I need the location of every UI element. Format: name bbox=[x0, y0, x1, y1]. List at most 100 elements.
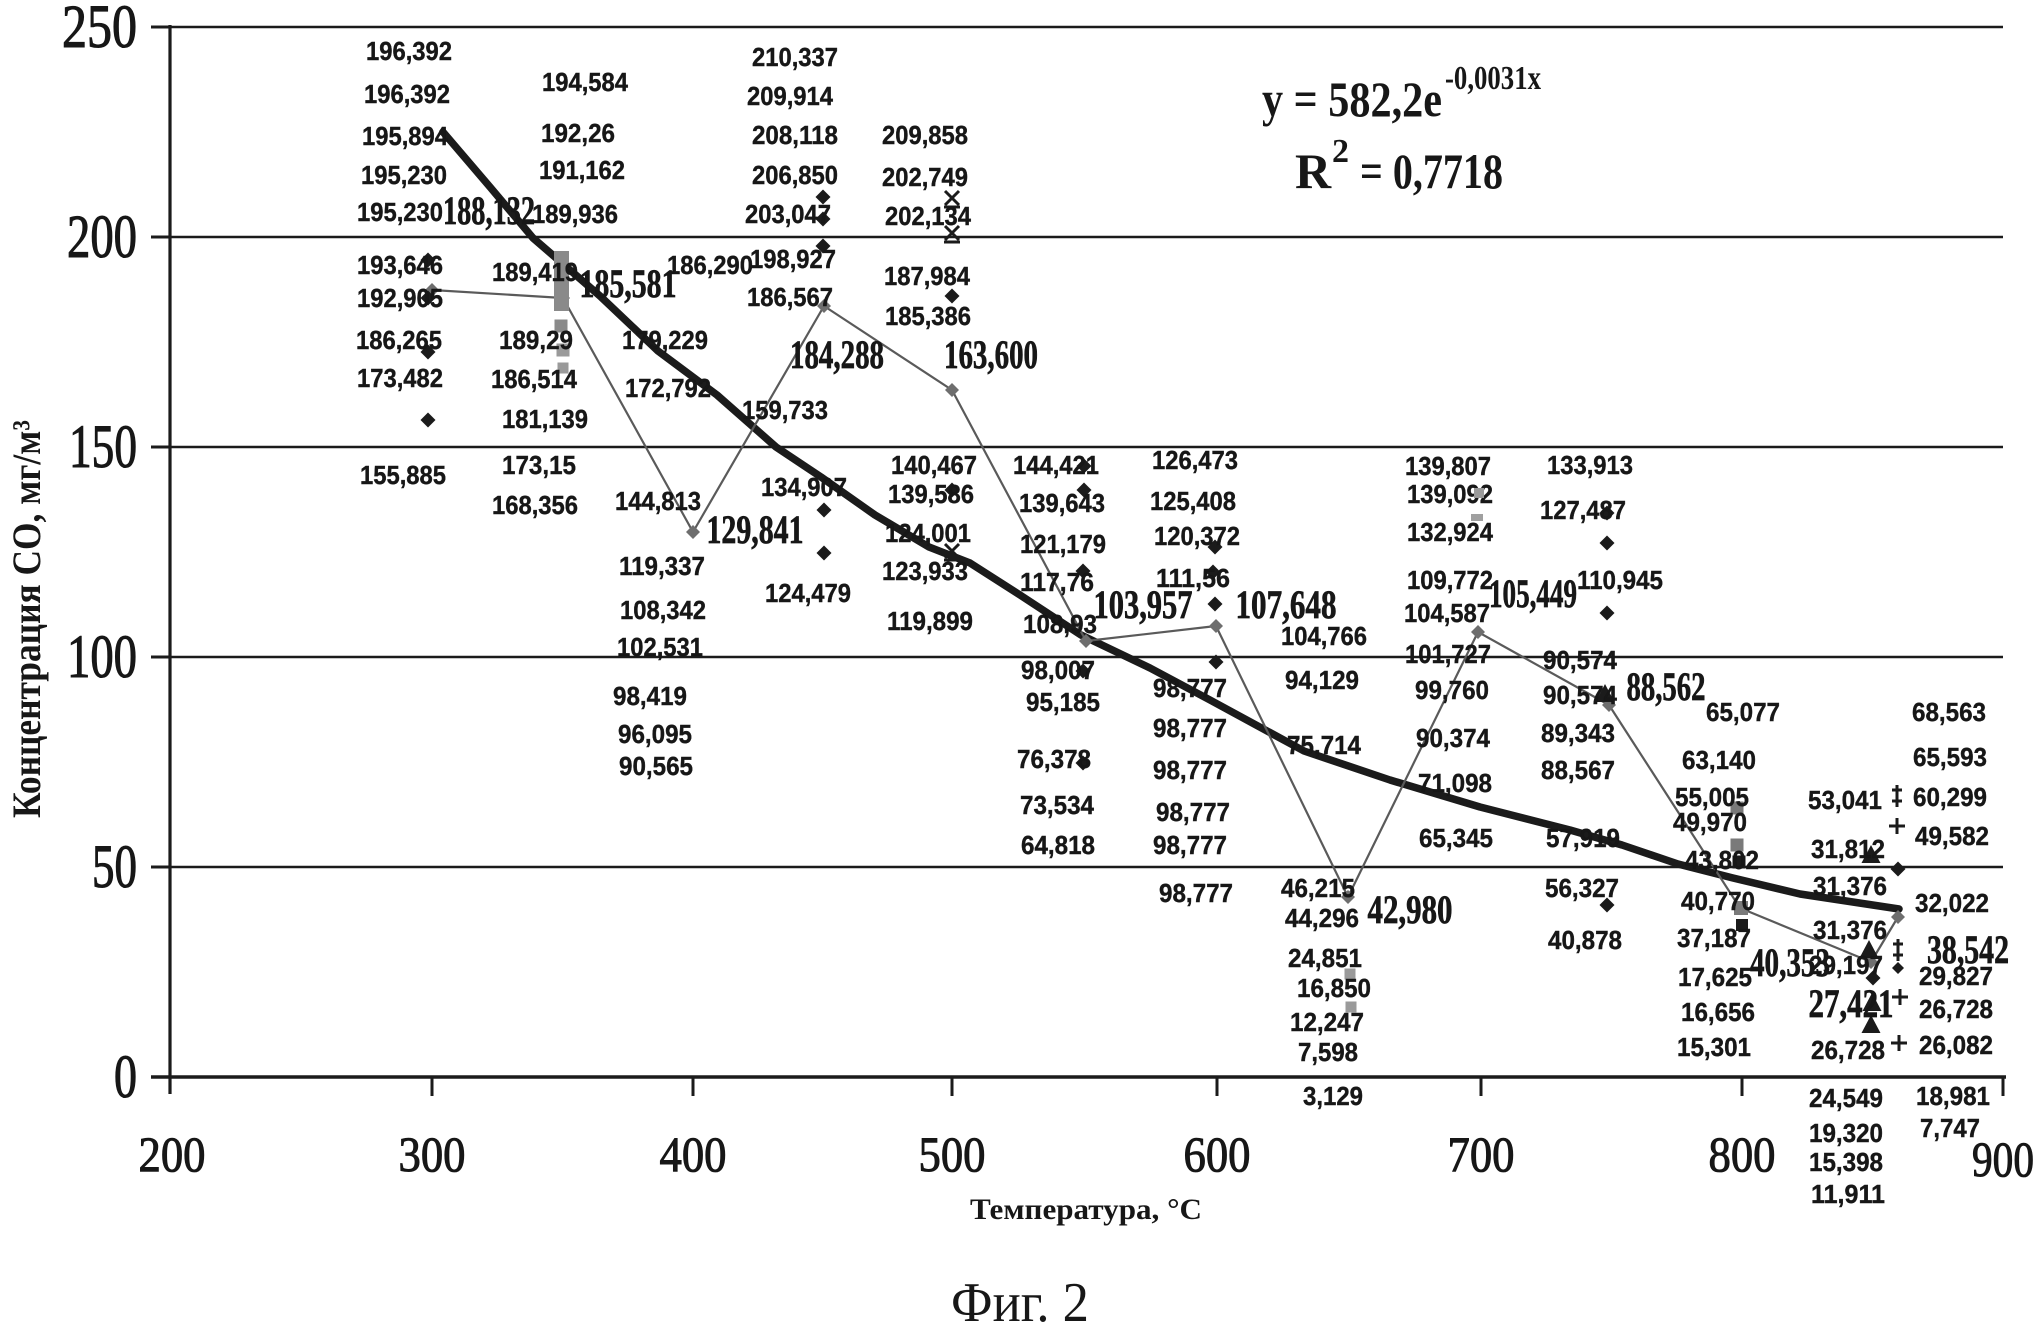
svg-text:29,197: 29,197 bbox=[1809, 950, 1883, 980]
svg-text:71,098: 71,098 bbox=[1418, 768, 1492, 798]
svg-text:103,957: 103,957 bbox=[1094, 582, 1193, 627]
svg-text:125,408: 125,408 bbox=[1150, 486, 1236, 516]
svg-text:96,095: 96,095 bbox=[618, 719, 692, 749]
svg-text:100: 100 bbox=[67, 624, 137, 691]
svg-text:800: 800 bbox=[1709, 1126, 1776, 1182]
svg-text:120,372: 120,372 bbox=[1154, 521, 1240, 551]
svg-text:40,770: 40,770 bbox=[1681, 886, 1755, 916]
svg-text:88,567: 88,567 bbox=[1541, 755, 1615, 785]
svg-text:98,777: 98,777 bbox=[1153, 673, 1227, 703]
svg-text:40,878: 40,878 bbox=[1548, 925, 1622, 955]
svg-text:31,812: 31,812 bbox=[1811, 834, 1885, 864]
svg-text:63,140: 63,140 bbox=[1682, 745, 1756, 775]
svg-text:119,337: 119,337 bbox=[619, 551, 705, 581]
svg-text:7,747: 7,747 bbox=[1920, 1113, 1980, 1143]
svg-text:98,777: 98,777 bbox=[1153, 755, 1227, 785]
svg-text:900: 900 bbox=[1972, 1131, 2034, 1187]
svg-text:15,398: 15,398 bbox=[1809, 1147, 1883, 1177]
svg-text:24,549: 24,549 bbox=[1809, 1083, 1883, 1113]
svg-text:188,132: 188,132 bbox=[443, 188, 535, 233]
svg-text:202,749: 202,749 bbox=[882, 162, 968, 192]
svg-text:144,813: 144,813 bbox=[615, 486, 701, 516]
svg-text:139,807: 139,807 bbox=[1405, 451, 1491, 481]
svg-text:192,26: 192,26 bbox=[541, 118, 615, 148]
svg-text:46,215: 46,215 bbox=[1281, 873, 1355, 903]
svg-text:200: 200 bbox=[67, 204, 137, 271]
svg-text:3,129: 3,129 bbox=[1303, 1081, 1363, 1111]
svg-text:90,565: 90,565 bbox=[619, 751, 693, 781]
svg-text:64,818: 64,818 bbox=[1021, 830, 1095, 860]
svg-text:189,29: 189,29 bbox=[499, 325, 573, 355]
svg-text:123,933: 123,933 bbox=[882, 556, 968, 586]
svg-text:2: 2 bbox=[1332, 133, 1349, 170]
svg-text:172,792: 172,792 bbox=[625, 373, 711, 403]
svg-text:191,162: 191,162 bbox=[539, 155, 625, 185]
svg-text:155,885: 155,885 bbox=[360, 460, 446, 490]
svg-text:189,419: 189,419 bbox=[492, 257, 578, 287]
svg-text:19,320: 19,320 bbox=[1809, 1118, 1883, 1148]
svg-text:y = 582,2e: y = 582,2e bbox=[1262, 71, 1442, 127]
svg-text:203,047: 203,047 bbox=[745, 199, 831, 229]
svg-text:98,419: 98,419 bbox=[613, 681, 687, 711]
svg-text:163,600: 163,600 bbox=[944, 332, 1038, 377]
svg-text:99,760: 99,760 bbox=[1415, 675, 1489, 705]
svg-text:186,290: 186,290 bbox=[667, 250, 753, 280]
svg-text:210,337: 210,337 bbox=[752, 42, 838, 72]
svg-text:189,936: 189,936 bbox=[532, 199, 618, 229]
svg-text:43,802: 43,802 bbox=[1685, 845, 1759, 875]
svg-text:24,851: 24,851 bbox=[1288, 943, 1362, 973]
svg-text:101,727: 101,727 bbox=[1405, 639, 1491, 669]
svg-text:185,581: 185,581 bbox=[580, 261, 677, 306]
svg-text:Концентрация СО, мг/м³: Концентрация СО, мг/м³ bbox=[4, 420, 49, 818]
svg-text:26,728: 26,728 bbox=[1811, 1035, 1885, 1065]
svg-text:94,129: 94,129 bbox=[1285, 665, 1359, 695]
svg-text:133,913: 133,913 bbox=[1547, 450, 1633, 480]
svg-text:55,005: 55,005 bbox=[1675, 782, 1749, 812]
svg-text:68,563: 68,563 bbox=[1912, 697, 1986, 727]
svg-text:-0,0031x: -0,0031x bbox=[1445, 60, 1541, 97]
svg-text:0: 0 bbox=[114, 1044, 137, 1111]
svg-text:200: 200 bbox=[139, 1126, 206, 1182]
svg-text:89,343: 89,343 bbox=[1541, 718, 1615, 748]
svg-text:150: 150 bbox=[69, 414, 137, 481]
svg-text:31,376: 31,376 bbox=[1813, 871, 1887, 901]
svg-text:111,56: 111,56 bbox=[1156, 563, 1230, 593]
svg-text:98,777: 98,777 bbox=[1153, 830, 1227, 860]
svg-text:209,914: 209,914 bbox=[747, 81, 833, 111]
svg-text:Температура, °С: Температура, °С bbox=[970, 1193, 1202, 1226]
svg-text:110,945: 110,945 bbox=[1577, 565, 1663, 595]
svg-text:26,082: 26,082 bbox=[1919, 1030, 1993, 1060]
svg-text:127,487: 127,487 bbox=[1540, 495, 1626, 525]
svg-text:98,777: 98,777 bbox=[1159, 878, 1233, 908]
svg-text:= 0,7718: = 0,7718 bbox=[1360, 143, 1503, 199]
svg-text:90,574: 90,574 bbox=[1543, 645, 1617, 675]
svg-text:186,514: 186,514 bbox=[491, 364, 577, 394]
svg-text:29,827: 29,827 bbox=[1919, 961, 1993, 991]
svg-text:202,134: 202,134 bbox=[885, 201, 971, 231]
svg-text:185,386: 185,386 bbox=[885, 301, 971, 331]
svg-text:193,646: 193,646 bbox=[357, 250, 443, 280]
svg-text:98,777: 98,777 bbox=[1156, 797, 1230, 827]
svg-text:400: 400 bbox=[660, 1126, 727, 1182]
svg-text:209,858: 209,858 bbox=[882, 120, 968, 150]
svg-text:R: R bbox=[1295, 143, 1332, 199]
svg-text:124,001: 124,001 bbox=[885, 518, 971, 548]
svg-text:42,980: 42,980 bbox=[1368, 887, 1453, 932]
svg-text:31,376: 31,376 bbox=[1813, 915, 1887, 945]
svg-text:126,473: 126,473 bbox=[1152, 445, 1238, 475]
svg-text:16,656: 16,656 bbox=[1681, 997, 1755, 1027]
svg-text:132,924: 132,924 bbox=[1407, 517, 1493, 547]
svg-text:196,392: 196,392 bbox=[366, 36, 452, 66]
svg-text:184,288: 184,288 bbox=[790, 332, 884, 377]
svg-text:60,299: 60,299 bbox=[1913, 782, 1987, 812]
svg-text:11,911: 11,911 bbox=[1811, 1179, 1885, 1209]
svg-text:27,421: 27,421 bbox=[1809, 981, 1894, 1026]
svg-text:208,118: 208,118 bbox=[752, 120, 838, 150]
svg-text:187,984: 187,984 bbox=[884, 261, 970, 291]
svg-text:Фиг. 2: Фиг. 2 bbox=[951, 1272, 1089, 1333]
svg-text:15,301: 15,301 bbox=[1677, 1032, 1751, 1062]
svg-text:102,531: 102,531 bbox=[617, 632, 703, 662]
svg-text:75,714: 75,714 bbox=[1287, 730, 1361, 760]
svg-text:88,562: 88,562 bbox=[1627, 664, 1706, 709]
svg-text:198,927: 198,927 bbox=[750, 244, 836, 274]
